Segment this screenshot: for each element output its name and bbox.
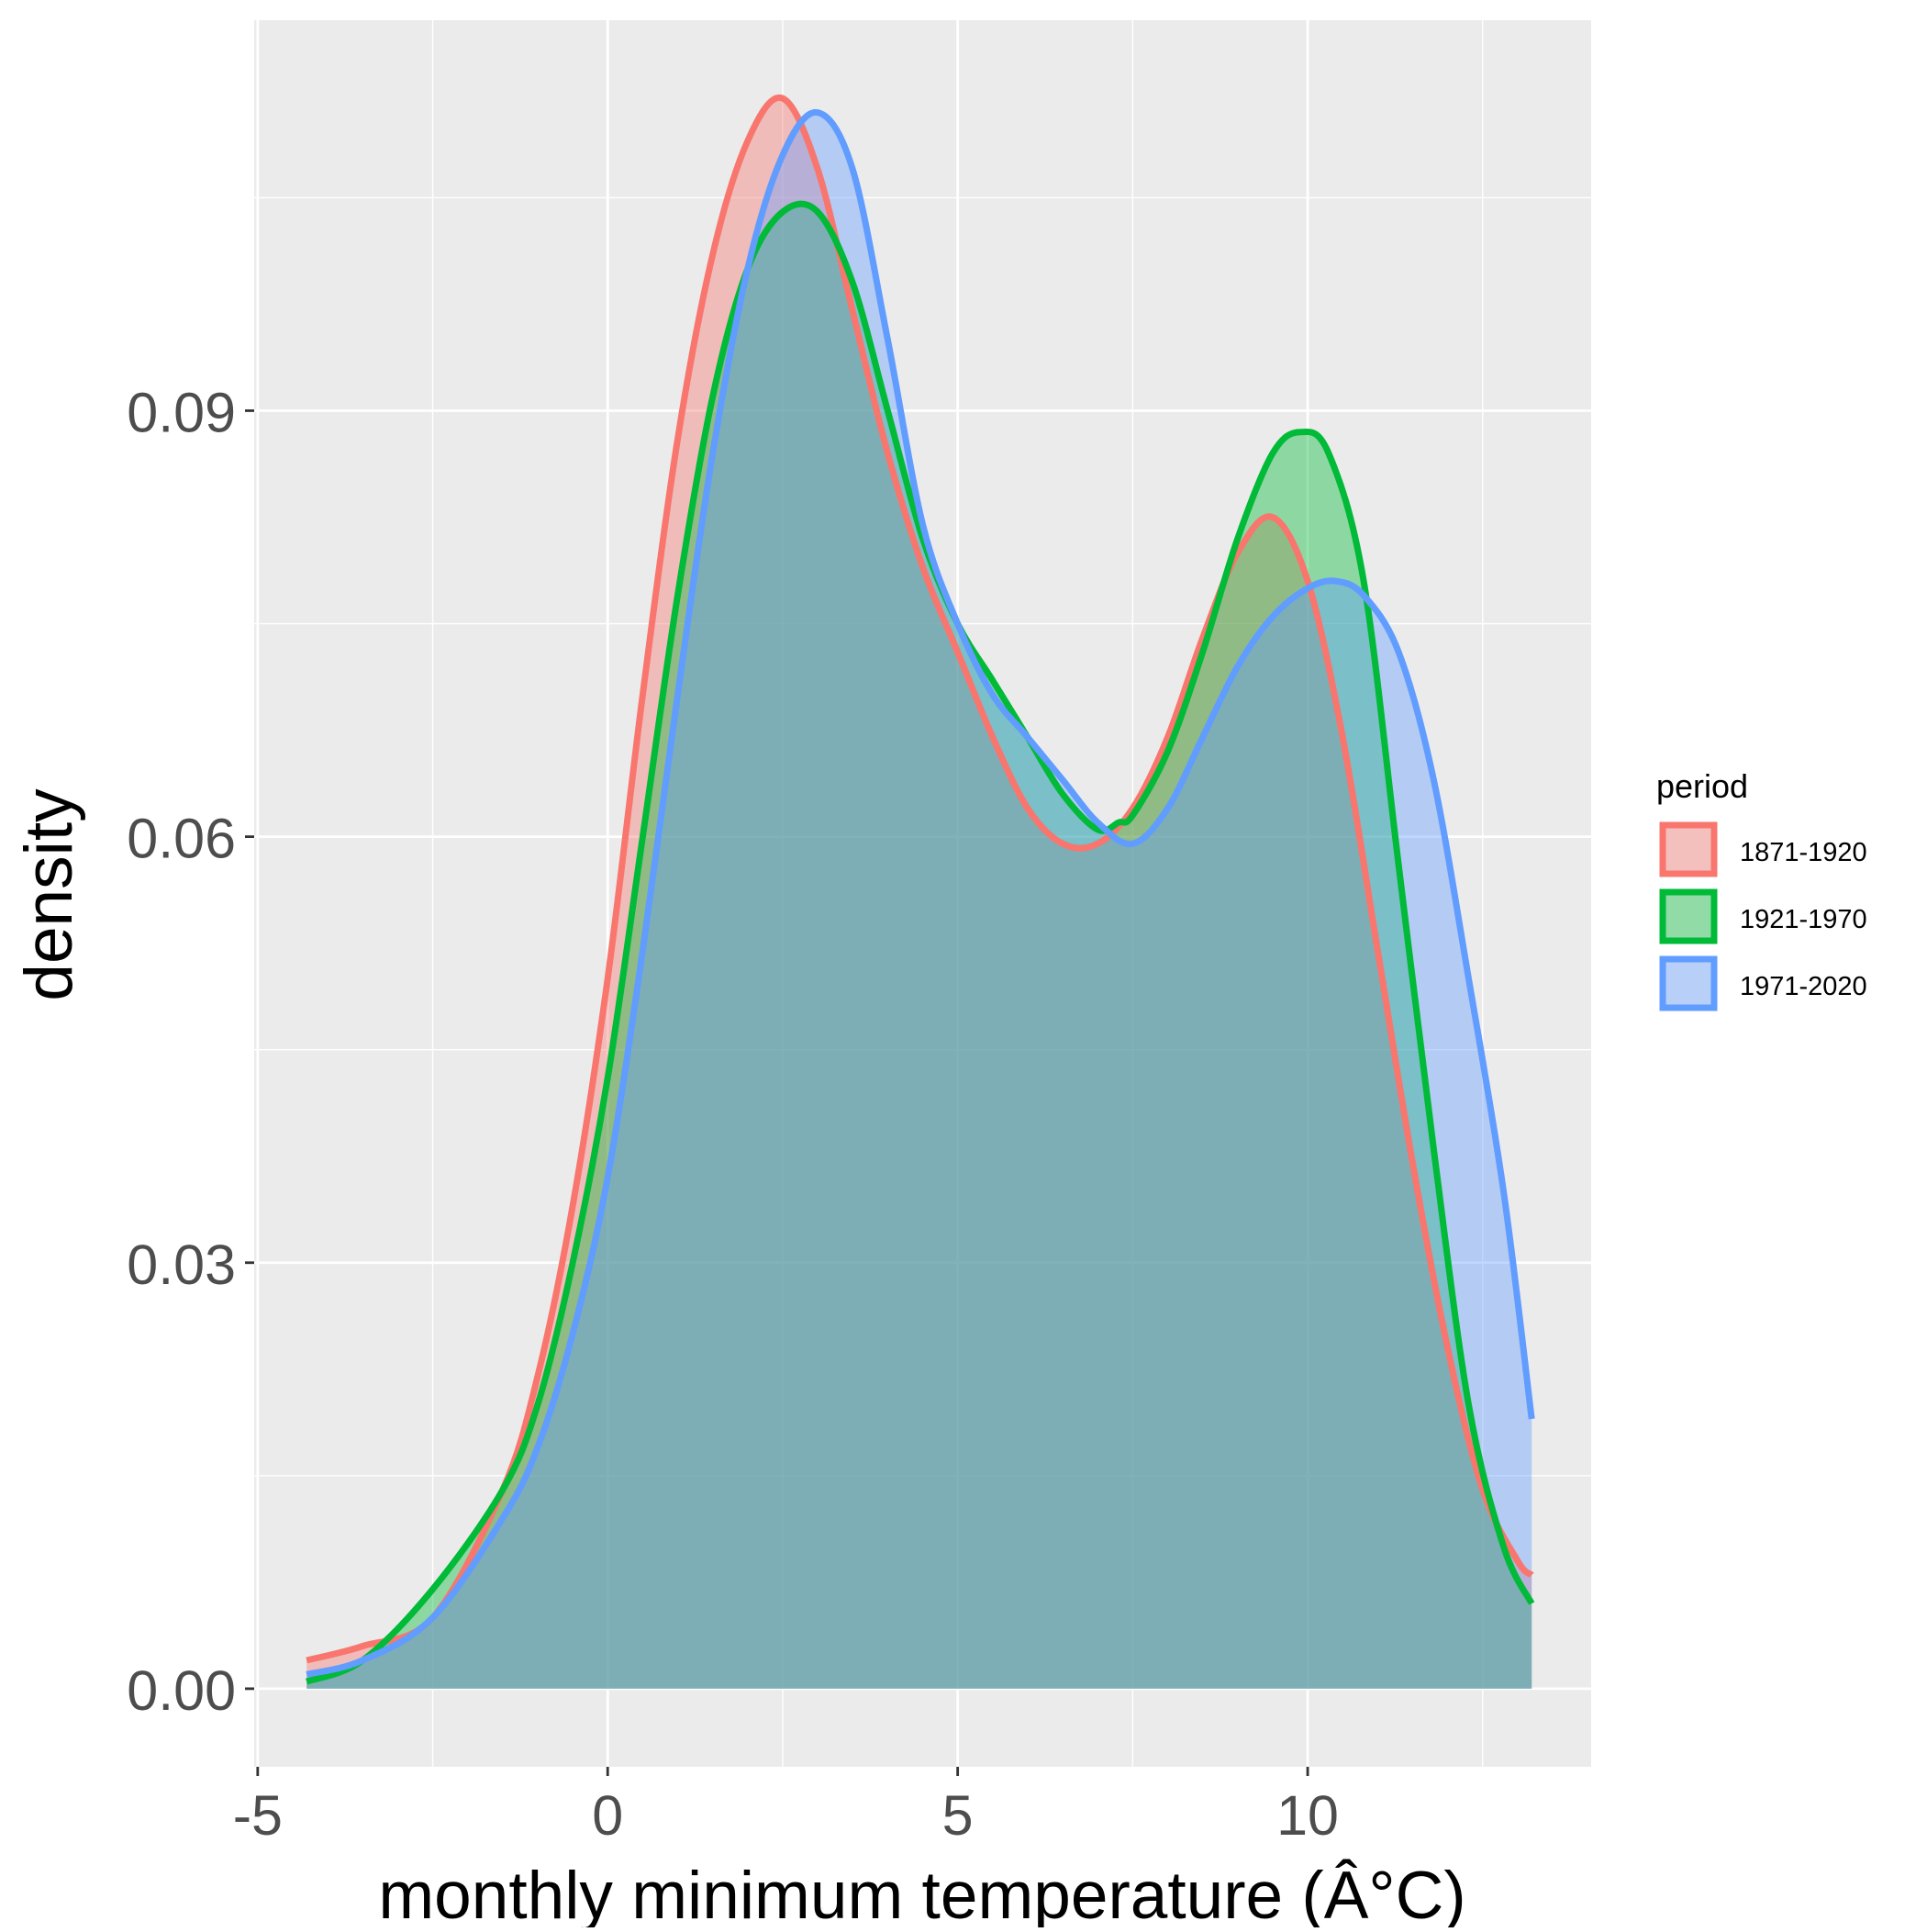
x-axis-title: monthly minimum temperature (Â°C) — [378, 1859, 1465, 1927]
y-axis: 0.00 0.03 0.06 0.09 — [127, 381, 254, 1722]
x-tick-label: 10 — [1276, 1784, 1339, 1847]
legend-label: 1871-1920 — [1740, 838, 1867, 867]
legend: period 1871-1920 1921-1970 1971-2020 — [1656, 767, 1867, 1011]
density-area-1 — [306, 97, 1532, 1689]
y-tick-label: 0.03 — [127, 1234, 236, 1296]
density-area-2 — [306, 204, 1532, 1689]
legend-key-background — [1660, 889, 1717, 944]
legend-swatch — [1659, 888, 1718, 944]
legend-keys: 1871-1920 1921-1970 1971-2020 — [1659, 821, 1867, 1011]
density-line-1 — [306, 94, 1534, 1664]
legend-label: 1921-1970 — [1740, 905, 1867, 934]
legend-label: 1971-2020 — [1740, 972, 1867, 1001]
legend-swatch — [1659, 955, 1718, 1011]
major-gridlines — [254, 20, 1591, 1767]
density-area-3 — [306, 112, 1532, 1689]
legend-swatch — [1659, 821, 1718, 877]
density-lines — [305, 94, 1535, 1685]
legend-key-background — [1660, 822, 1717, 877]
legend-key-background — [1660, 956, 1717, 1011]
x-axis: -5 0 5 10 — [233, 1767, 1339, 1847]
x-tick-label: -5 — [233, 1784, 283, 1847]
y-tick-label: 0.09 — [127, 381, 236, 443]
y-tick-label: 0.00 — [127, 1659, 236, 1722]
x-tick-label: 5 — [942, 1784, 974, 1847]
density-areas — [306, 97, 1532, 1689]
y-axis-title: density — [12, 788, 86, 1001]
density-line-3 — [306, 109, 1535, 1678]
legend-title: period — [1656, 767, 1748, 805]
x-tick-label: 0 — [592, 1784, 623, 1847]
y-tick-label: 0.06 — [127, 808, 236, 870]
